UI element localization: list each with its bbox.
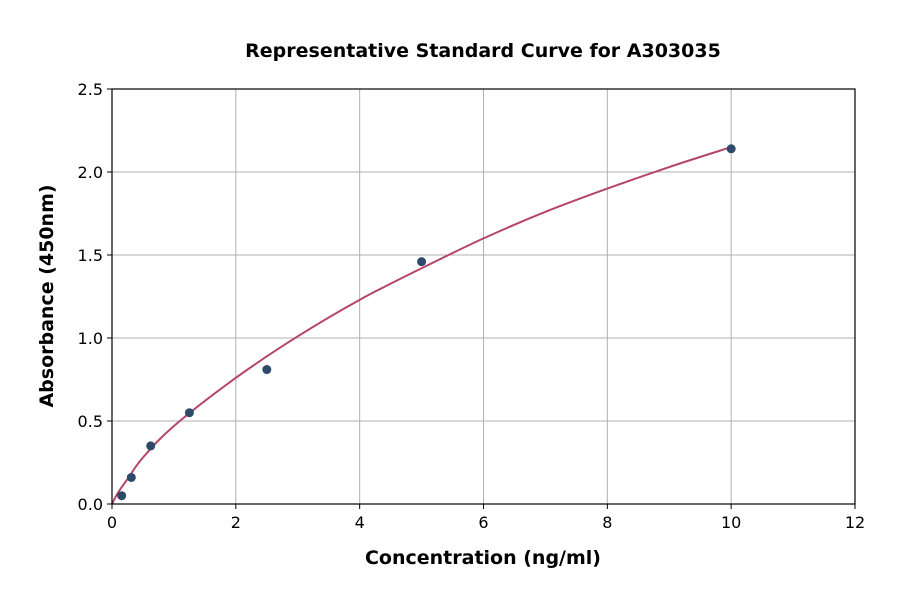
data-point (126, 472, 136, 482)
data-point (184, 408, 194, 418)
y-tick-label: 0.0 (78, 495, 103, 514)
x-axis-label: Concentration (ng/ml) (365, 547, 601, 569)
x-axis-ticks: 0 2 4 6 8 10 12 (107, 504, 865, 532)
fit-curve (111, 146, 732, 505)
data-point (417, 257, 427, 267)
data-point (726, 144, 736, 154)
data-point (146, 441, 156, 451)
y-tick-label: 2.5 (78, 80, 103, 99)
x-tick-label: 4 (355, 513, 365, 532)
data-points (117, 144, 736, 501)
y-tick-label: 2.0 (78, 163, 103, 182)
data-point (117, 491, 127, 501)
data-point (262, 365, 272, 375)
y-tick-label: 0.5 (78, 412, 103, 431)
y-axis-ticks: 0.0 0.5 1.0 1.5 2.0 2.5 (78, 80, 112, 514)
x-tick-label: 12 (845, 513, 865, 532)
x-tick-label: 8 (602, 513, 612, 532)
y-axis-label: Absorbance (450nm) (36, 184, 58, 407)
x-tick-label: 2 (231, 513, 241, 532)
fit-curve-group (111, 146, 732, 505)
grid (111, 88, 856, 505)
chart-title: Representative Standard Curve for A30303… (245, 40, 721, 62)
x-tick-label: 6 (478, 513, 488, 532)
y-tick-label: 1.5 (78, 246, 103, 265)
x-tick-label: 0 (107, 513, 117, 532)
y-tick-label: 1.0 (78, 329, 103, 348)
x-tick-label: 10 (721, 513, 741, 532)
